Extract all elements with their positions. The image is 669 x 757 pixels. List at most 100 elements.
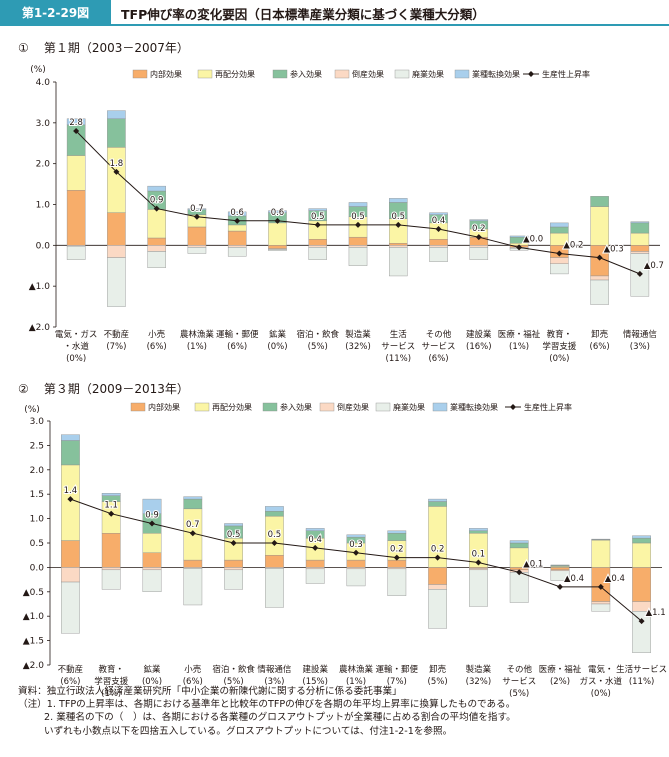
p2-y-tick-label: 0.0 [30, 563, 45, 573]
p2-growth-point [516, 569, 523, 576]
p1-bar-segment [550, 226, 569, 234]
p2-category-label: 製造業 [466, 664, 492, 675]
p2-bar-segment [101, 533, 121, 568]
p2-category-label: (3%) [264, 677, 284, 687]
p2-bar-segment [142, 498, 162, 514]
p1-bar-segment [107, 257, 126, 307]
p1-category-label: 教育・ [547, 329, 573, 340]
p1-legend-swatch [197, 69, 213, 79]
p2-bar-segment [142, 552, 162, 568]
p1-category-label: (1%) [509, 342, 529, 352]
p1-category-label: 学習支援 [542, 341, 577, 352]
p1-category-label: (0%) [267, 342, 287, 352]
p1-bar-segment [389, 245, 408, 248]
p1-growth-point [516, 244, 523, 251]
p2-bar-segment [265, 506, 284, 512]
p1-y-tick-label: ▲1.0 [29, 282, 51, 292]
p1-data-label: 0.4 [432, 216, 446, 226]
p2-growth-point [312, 544, 319, 551]
p1-growth-point [153, 205, 160, 212]
p1-data-label: 0.5 [392, 212, 406, 222]
p2-category-label: 不動産 [58, 664, 84, 675]
p2-bar-segment [305, 559, 325, 568]
p2-data-label: 0.2 [431, 545, 445, 555]
p2-bar-segment [509, 542, 529, 549]
p1-bar-segment [107, 147, 126, 213]
p2-growth-point [557, 583, 563, 590]
p1-data-label: ▲0.3 [604, 245, 624, 255]
p2-bar-segment [224, 567, 243, 571]
p1-bar-segment [348, 245, 368, 248]
p2-bar-segment [428, 584, 447, 590]
p1-bar-segment [389, 247, 408, 277]
p2-legend-label: 再配分効果 [212, 402, 252, 412]
p1-bar-segment [590, 196, 609, 207]
p2-bar-segment [305, 528, 325, 531]
p2-category-label: 建設業 [302, 664, 328, 675]
p2-bar-segment [632, 537, 651, 544]
p1-bar-segment [429, 239, 448, 246]
p1-y-tick-label: 2.0 [36, 160, 51, 170]
note-2-continued: いずれも小数点以下を四捨五入している。グロスアウトプットについては、付注1-2-… [44, 725, 453, 737]
p1-bar-segment [107, 110, 126, 119]
p2-y-tick-label: ▲2.0 [23, 661, 45, 671]
p2-bar-segment [469, 528, 488, 531]
p1-category-label: その他 [426, 329, 452, 340]
p1-bar-segment [147, 209, 166, 239]
p1-bar-segment [268, 210, 287, 213]
p1-bar-segment [550, 222, 569, 228]
p1-category-label: 鉱業 [269, 329, 287, 340]
notes: 資料：独立行政法人経済産業研究所「中小企業の新陳代謝に関する分析に係る委託事業」… [18, 685, 516, 738]
p1-bar-segment [107, 212, 126, 246]
p1-category-label: (6%) [590, 342, 610, 352]
p2-category-label: その他 [506, 664, 532, 675]
p2-category-label: 運輸・郵便 [376, 664, 419, 675]
p1-bar-segment [389, 198, 408, 203]
p1-bar-segment [590, 279, 609, 305]
p2-category-label: 教育・ [98, 664, 124, 675]
p1-bar-segment [187, 247, 207, 254]
p2-bar-segment [428, 501, 447, 507]
p2-bar-segment [428, 567, 447, 585]
p2-data-label: 0.7 [186, 520, 200, 530]
p1-data-label: 0.2 [472, 224, 486, 234]
p2-bar-segment [469, 569, 488, 607]
p2-category-label: (2%) [550, 677, 570, 687]
p2-bar-segment [265, 555, 284, 568]
p2-y-tick-label: 2.0 [30, 466, 45, 476]
p2-bar-segment [183, 559, 203, 568]
p2-bar-segment [550, 570, 570, 581]
p1-category-label: ・水道 [63, 341, 89, 352]
p1-bar-segment [469, 247, 489, 260]
p1-category-label: (7%) [106, 342, 126, 352]
p2-growth-point [108, 510, 115, 517]
p2-bar-segment [183, 496, 203, 500]
p1-bar-segment [107, 118, 126, 148]
p2-category-label: (5%) [428, 677, 448, 687]
p1-bar-segment [147, 237, 166, 246]
p2-bar-segment [591, 538, 611, 540]
p1-bar-segment [308, 247, 327, 260]
p1-category-label: 電気・ガス [55, 329, 98, 340]
p2-bar-segment [387, 567, 407, 570]
p1-bar-segment [66, 245, 86, 260]
p2-bar-segment [509, 572, 529, 603]
p2-bar-segment [61, 464, 80, 541]
p1-category-label: (6%) [147, 342, 167, 352]
p2-bar-segment [387, 568, 407, 596]
figure-title: TFP伸び率の変化要因（日本標準産業分類に基づく業種大分類） [121, 7, 485, 22]
p2-bar-segment [591, 539, 611, 568]
p2-data-label: ▲1.1 [646, 608, 666, 618]
p2-bar-segment [591, 603, 611, 612]
p2-bar-segment [224, 559, 243, 568]
p2-bar-segment [183, 568, 203, 606]
p1-bar-segment [227, 211, 247, 217]
p1-legend-swatch [394, 69, 410, 79]
p2-bar-segment [61, 581, 80, 634]
p1-legend-label: 参入効果 [290, 69, 322, 79]
p2-legend-swatch [130, 402, 146, 412]
p1-data-label: 0.7 [190, 204, 204, 214]
p2-bar-segment [101, 569, 121, 590]
p2-bar-segment [550, 567, 570, 571]
p1-bar-segment [268, 245, 287, 249]
